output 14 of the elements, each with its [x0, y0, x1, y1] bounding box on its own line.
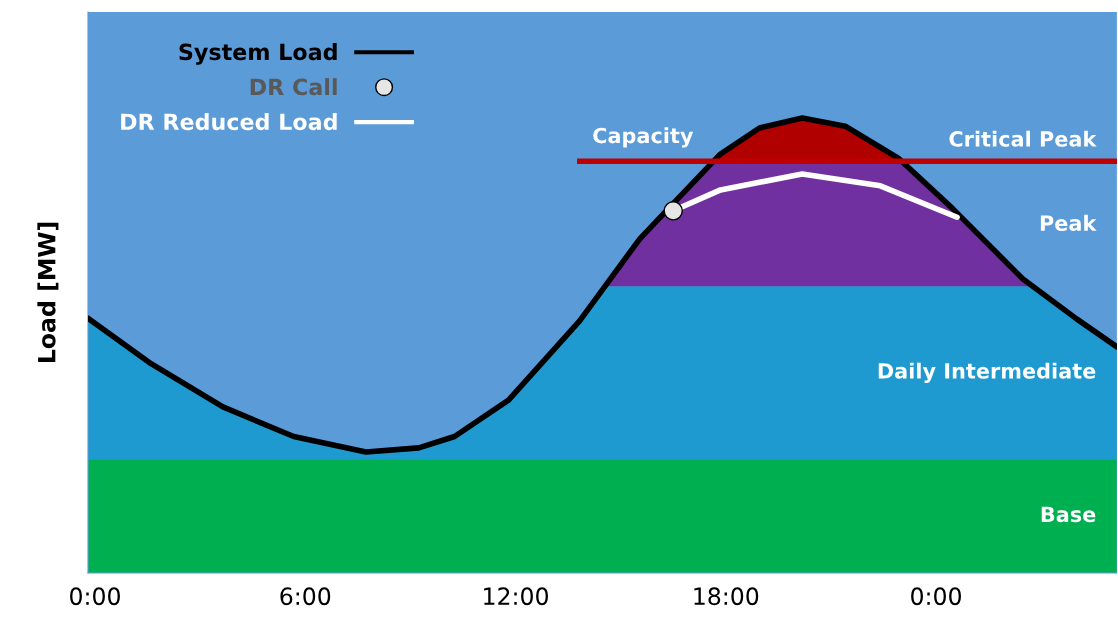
x-tick-label: 6:00	[280, 587, 331, 606]
band-label: Daily Intermediate	[878, 362, 1096, 383]
x-tick-label: 12:00	[484, 587, 548, 606]
ref-line-label: Capacity	[593, 127, 694, 148]
y-axis-title: Load [MW]	[37, 222, 59, 363]
legend-label: System Load	[179, 43, 337, 65]
band-label: Base	[1041, 506, 1096, 523]
x-tick-label: 0:00	[911, 587, 961, 606]
legend-label: DR Reduced Load	[121, 112, 337, 131]
x-tick-label: 18:00	[694, 587, 759, 606]
legend-label: DR Call	[250, 78, 337, 96]
x-tick-label: 0:00	[70, 587, 120, 606]
band-label: Peak	[1040, 214, 1097, 231]
band-label: Critical Peak	[949, 130, 1097, 147]
